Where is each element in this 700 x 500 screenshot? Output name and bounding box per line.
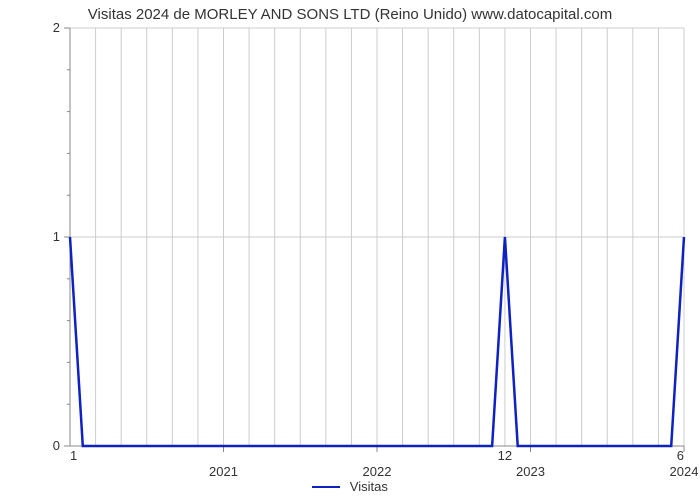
x-data-label: 1	[70, 448, 77, 463]
legend-label: Visitas	[350, 479, 388, 494]
x-year-label: 2021	[209, 464, 238, 479]
x-year-label: 2022	[363, 464, 392, 479]
plot-area: 01220212022202320241126	[70, 28, 684, 446]
legend-swatch	[312, 486, 340, 488]
chart-title: Visitas 2024 de MORLEY AND SONS LTD (Rei…	[0, 6, 700, 23]
x-year-label: 2023	[516, 464, 545, 479]
plot-svg: 01220212022202320241126	[70, 28, 684, 446]
y-tick-label: 0	[53, 438, 60, 453]
x-data-label: 6	[677, 448, 684, 463]
x-data-label: 12	[498, 448, 512, 463]
x-year-label: 2024	[670, 464, 699, 479]
chart-container: Visitas 2024 de MORLEY AND SONS LTD (Rei…	[0, 0, 700, 500]
legend: Visitas	[0, 478, 700, 494]
y-tick-label: 1	[53, 229, 60, 244]
y-tick-label: 2	[53, 20, 60, 35]
